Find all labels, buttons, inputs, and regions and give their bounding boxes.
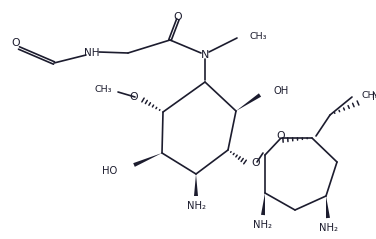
Text: O: O: [174, 12, 182, 22]
Text: CH₃: CH₃: [362, 91, 376, 99]
Text: O: O: [12, 38, 20, 48]
Text: NH₂: NH₂: [186, 201, 206, 211]
Text: O: O: [252, 158, 260, 168]
Text: NH₂: NH₂: [253, 220, 273, 230]
Text: NH₂: NH₂: [372, 92, 376, 102]
Polygon shape: [194, 174, 198, 196]
Polygon shape: [133, 153, 162, 167]
Polygon shape: [261, 193, 265, 215]
Text: NH: NH: [84, 48, 100, 58]
Text: CH₃: CH₃: [94, 86, 112, 94]
Text: O: O: [129, 92, 138, 102]
Text: CH₃: CH₃: [249, 32, 267, 40]
Polygon shape: [236, 93, 261, 111]
Text: OH: OH: [274, 86, 289, 96]
Polygon shape: [326, 196, 330, 218]
Text: N: N: [201, 50, 209, 60]
Text: O: O: [277, 131, 285, 141]
Text: NH₂: NH₂: [318, 223, 338, 233]
Text: HO: HO: [102, 166, 117, 176]
